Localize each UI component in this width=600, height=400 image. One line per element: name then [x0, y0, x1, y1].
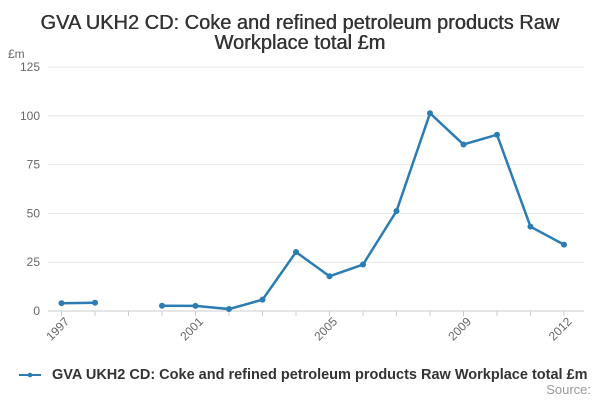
svg-text:75: 75: [27, 158, 41, 172]
svg-text:50: 50: [27, 206, 41, 220]
svg-text:2005: 2005: [311, 314, 340, 343]
svg-text:125: 125: [20, 60, 40, 74]
svg-text:0: 0: [33, 304, 40, 318]
svg-text:100: 100: [20, 109, 40, 123]
svg-text:25: 25: [27, 255, 41, 269]
svg-text:1997: 1997: [43, 314, 72, 343]
svg-text:2012: 2012: [546, 314, 575, 343]
svg-text:2009: 2009: [445, 314, 474, 343]
svg-text:2001: 2001: [177, 314, 206, 343]
